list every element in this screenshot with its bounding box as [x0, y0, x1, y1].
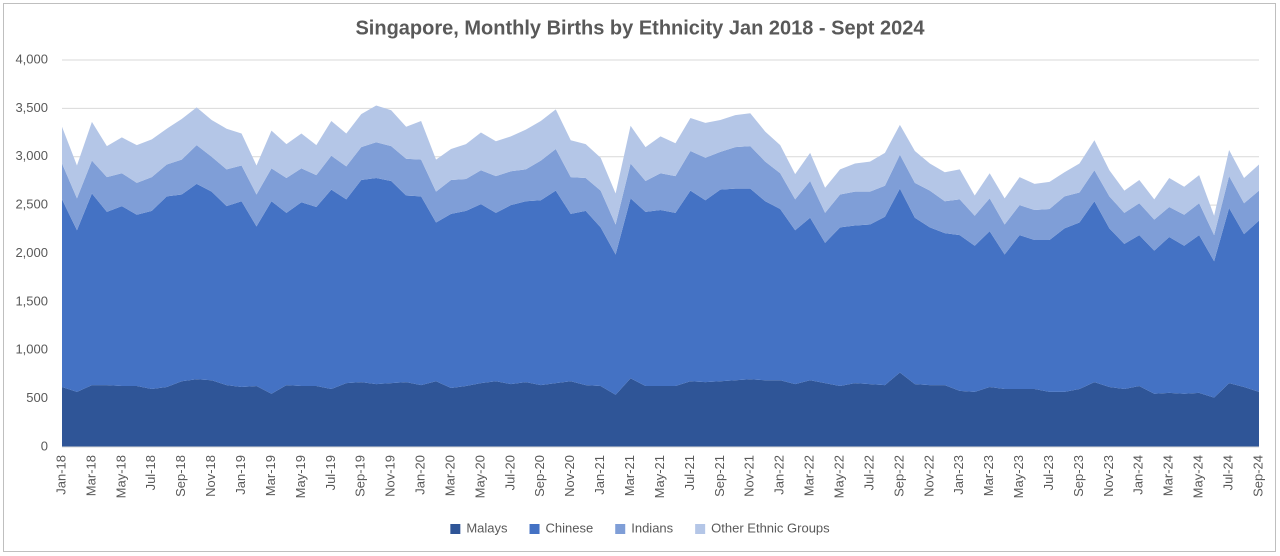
x-tick-label: May-18 — [113, 455, 128, 498]
x-tick-label: Nov-23 — [1101, 455, 1116, 497]
x-tick-label: Sep-22 — [891, 455, 906, 497]
x-tick-label: Mar-20 — [442, 455, 457, 496]
chart-title: Singapore, Monthly Births by Ethnicity J… — [355, 17, 925, 39]
legend-label: Malays — [466, 520, 508, 535]
x-tick-label: Jan-20 — [413, 455, 428, 495]
x-tick-label: Nov-19 — [383, 455, 398, 497]
x-tick-label: Jul-18 — [143, 455, 158, 490]
area — [62, 142, 1259, 262]
x-tick-label: May-21 — [652, 455, 667, 498]
x-tick-label: Jul-19 — [323, 455, 338, 490]
legend-label: Indians — [631, 520, 673, 535]
y-tick-label: 1,000 — [15, 342, 48, 357]
y-tick-label: 3,500 — [15, 100, 48, 115]
x-tick-label: Jul-21 — [682, 455, 697, 490]
x-tick-label: Jul-20 — [502, 455, 517, 490]
legend-item: Indians — [615, 520, 674, 535]
x-tick-label: Nov-22 — [921, 455, 936, 497]
x-tick-label: Jan-21 — [592, 455, 607, 495]
legend-label: Chinese — [546, 520, 594, 535]
y-tick-label: 4,000 — [15, 51, 48, 66]
x-tick-label: May-22 — [831, 455, 846, 498]
x-tick-label: Jan-24 — [1131, 455, 1146, 495]
x-tick-label: Sep-20 — [532, 455, 547, 497]
legend-item: Other Ethnic Groups — [695, 520, 830, 535]
legend-swatch — [615, 524, 626, 534]
legend-label: Other Ethnic Groups — [711, 520, 830, 535]
x-tick-label: Jan-19 — [233, 455, 248, 495]
x-tick-label: Jan-23 — [951, 455, 966, 495]
x-tick-label: Nov-21 — [742, 455, 757, 497]
y-tick-label: 3,000 — [15, 148, 48, 163]
x-tick-label: Sep-19 — [353, 455, 368, 497]
legend-swatch — [695, 524, 706, 534]
x-tick-label: Sep-21 — [712, 455, 727, 497]
y-tick-label: 2,000 — [15, 245, 48, 260]
x-tick-label: May-24 — [1191, 455, 1206, 498]
x-tick-label: Jul-24 — [1221, 455, 1236, 490]
x-tick-label: Jan-22 — [772, 455, 787, 495]
x-tick-label: Jul-23 — [1041, 455, 1056, 490]
legend-item: Malays — [450, 520, 508, 535]
x-tick-label: Nov-20 — [562, 455, 577, 497]
area — [62, 178, 1259, 398]
x-tick-label: Mar-19 — [263, 455, 278, 496]
x-tick-label: Jul-22 — [861, 455, 876, 490]
y-tick-label: 1,500 — [15, 293, 48, 308]
x-tick-label: Mar-21 — [622, 455, 637, 496]
x-tick-label: Sep-18 — [173, 455, 188, 497]
y-tick-label: 0 — [41, 438, 48, 453]
x-tick-label: May-20 — [472, 455, 487, 498]
x-tick-label: Sep-23 — [1071, 455, 1086, 497]
x-tick-label: Mar-23 — [981, 455, 996, 496]
x-tick-label: Sep-24 — [1250, 455, 1265, 497]
legend-swatch — [529, 524, 540, 534]
x-tick-label: Nov-18 — [203, 455, 218, 497]
legend: Malays Chinese Indians Other Ethnic Groups — [450, 520, 830, 535]
y-tick-label: 2,500 — [15, 197, 48, 212]
x-tick-label: May-19 — [293, 455, 308, 498]
legend-item: Chinese — [529, 520, 594, 535]
legend-swatch — [450, 524, 461, 534]
y-tick-label: 500 — [26, 390, 48, 405]
area — [62, 372, 1259, 447]
x-tick-label: Jan-18 — [53, 455, 68, 495]
x-tick-label: Mar-18 — [83, 455, 98, 496]
x-tick-label: Mar-22 — [802, 455, 817, 496]
area — [62, 105, 1259, 236]
x-tick-label: May-23 — [1011, 455, 1026, 498]
x-tick-label: Mar-24 — [1161, 455, 1176, 496]
